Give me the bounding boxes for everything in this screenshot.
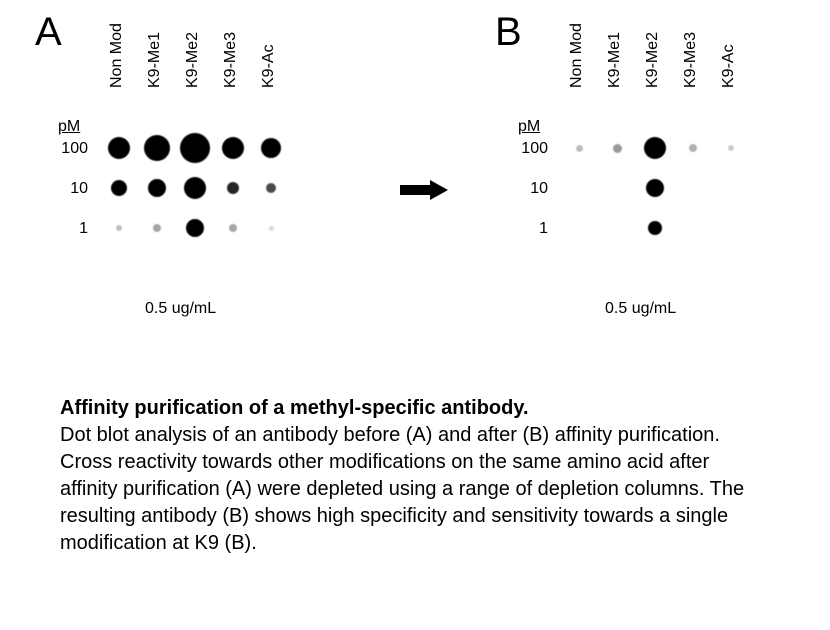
panel-a: A Non Mod K9-Me1 K9-Me2 K9-Me3 K9-Ac pM …: [40, 10, 380, 350]
col-header: K9-Me2: [644, 50, 662, 88]
col-header: K9-Me1: [606, 50, 624, 88]
panel-a-label: A: [35, 10, 62, 55]
dot: [111, 180, 127, 196]
figure-caption: Affinity purification of a methyl-specif…: [60, 395, 770, 557]
dot: [728, 145, 734, 151]
panel-b-row-label: 100: [508, 140, 548, 158]
caption-line: Cross reactivity towards other modificat…: [60, 451, 744, 554]
dot: [184, 177, 206, 199]
dot: [613, 144, 622, 153]
panel-b-label: B: [495, 10, 522, 55]
panel-a-row-label: 1: [48, 220, 88, 238]
col-header: Non Mod: [108, 50, 126, 88]
col-header: Non Mod: [568, 50, 586, 88]
dot: [689, 144, 697, 152]
caption-line: Dot blot analysis of an antibody before …: [60, 424, 720, 446]
dot: [266, 183, 276, 193]
panel-a-row-label: 10: [48, 180, 88, 198]
dot: [646, 179, 664, 197]
panel-b-unit: pM: [518, 118, 540, 136]
panel-a-row-label: 100: [48, 140, 88, 158]
dot: [108, 137, 130, 159]
dot: [180, 133, 210, 163]
panel-b-col-headers: Non Mod K9-Me1 K9-Me2 K9-Me3 K9-Ac: [558, 30, 748, 48]
dot: [644, 137, 666, 159]
col-header: K9-Me3: [222, 50, 240, 88]
panel-a-col-headers: Non Mod K9-Me1 K9-Me2 K9-Me3 K9-Ac: [98, 30, 288, 48]
dot: [144, 135, 170, 161]
col-header: K9-Ac: [260, 50, 278, 88]
panel-b: B Non Mod K9-Me1 K9-Me2 K9-Me3 K9-Ac pM …: [500, 10, 830, 350]
dot: [269, 226, 274, 231]
dot: [153, 224, 161, 232]
col-header: K9-Me2: [184, 50, 202, 88]
dot: [229, 224, 237, 232]
caption-title: Affinity purification of a methyl-specif…: [60, 397, 529, 419]
panel-b-concentration: 0.5 ug/mL: [605, 300, 676, 318]
col-header: K9-Me1: [146, 50, 164, 88]
dot: [148, 179, 166, 197]
dot: [186, 219, 204, 237]
dot: [116, 225, 122, 231]
panel-a-unit: pM: [58, 118, 80, 136]
col-header: K9-Me3: [682, 50, 700, 88]
panel-a-concentration: 0.5 ug/mL: [145, 300, 216, 318]
panel-b-row-label: 10: [508, 180, 548, 198]
panel-b-row-label: 1: [508, 220, 548, 238]
dot: [227, 182, 239, 194]
dot: [261, 138, 281, 158]
dot: [648, 221, 662, 235]
arrow-icon: [400, 180, 450, 200]
dot: [576, 145, 583, 152]
figure-area: A Non Mod K9-Me1 K9-Me2 K9-Me3 K9-Ac pM …: [0, 0, 830, 360]
col-header: K9-Ac: [720, 50, 738, 88]
dot: [222, 137, 244, 159]
